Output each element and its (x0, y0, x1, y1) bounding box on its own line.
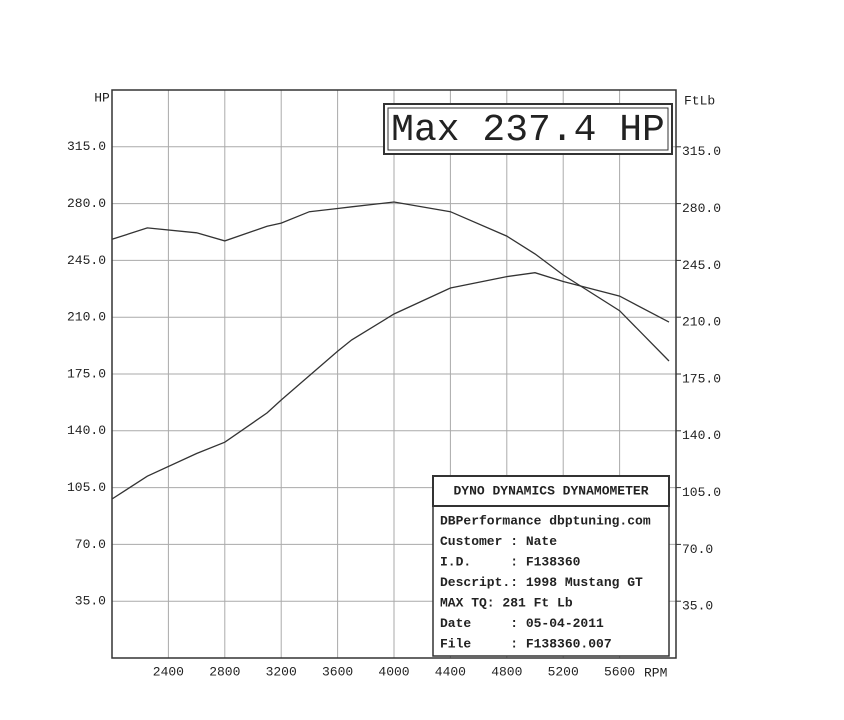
info-header (432, 475, 670, 507)
y-tick-label: 140.0 (67, 423, 106, 438)
x-axis-label: RPM (644, 665, 667, 680)
title-box-inner (387, 107, 669, 151)
x-tick-label: 3200 (266, 664, 297, 679)
title-box (383, 103, 673, 155)
y2-tick-label: 175.0 (682, 371, 721, 386)
y2-tick-label: 210.0 (682, 315, 721, 330)
info-title: DYNO DYNAMICS DYNAMOMETER (453, 483, 648, 498)
y2-tick-label: 140.0 (682, 428, 721, 443)
y-tick-label: 280.0 (67, 196, 106, 211)
info-line: Descript.: 1998 Mustang GT (440, 575, 643, 590)
info-line: DBPerformance dbptuning.com (440, 513, 651, 528)
x-tick-label: 3600 (322, 664, 353, 679)
info-line: Customer : Nate (440, 534, 557, 549)
x-tick-label: 5600 (604, 664, 635, 679)
y2-tick-label: 35.0 (682, 599, 713, 614)
y2-axis-label: FtLb (684, 93, 715, 108)
y-tick-label: 70.0 (75, 537, 106, 552)
series-line (111, 201, 670, 362)
info-line: Date : 05-04-2011 (440, 616, 604, 631)
info-box: DYNO DYNAMICS DYNAMOMETER DBPerformance … (432, 475, 670, 657)
series-line (111, 272, 670, 500)
y2-tick-label: 315.0 (682, 144, 721, 159)
x-tick-label: 4000 (378, 664, 409, 679)
y-tick-label: 315.0 (67, 139, 106, 154)
info-line: I.D. : F138360 (440, 554, 581, 569)
chart-title: Max 237.4 HP (391, 109, 665, 152)
y-tick-label: 245.0 (67, 253, 106, 268)
x-tick-label: 2400 (153, 664, 184, 679)
x-tick-label: 4400 (435, 664, 466, 679)
y-tick-label: 175.0 (67, 366, 106, 381)
y-axis-label: HP (94, 90, 110, 105)
y-tick-label: 35.0 (75, 594, 106, 609)
y2-tick-label: 70.0 (682, 542, 713, 557)
y-tick-label: 105.0 (67, 480, 106, 495)
y2-tick-label: 105.0 (682, 485, 721, 500)
info-line: File : F138360.007 (440, 636, 612, 651)
x-tick-label: 2800 (209, 664, 240, 679)
x-tick-label: 4800 (491, 664, 522, 679)
info-line: MAX TQ: 281 Ft Lb (440, 595, 573, 610)
x-tick-label: 5200 (548, 664, 579, 679)
y2-tick-label: 280.0 (682, 201, 721, 216)
y-tick-label: 210.0 (67, 310, 106, 325)
y2-tick-label: 245.0 (682, 258, 721, 273)
